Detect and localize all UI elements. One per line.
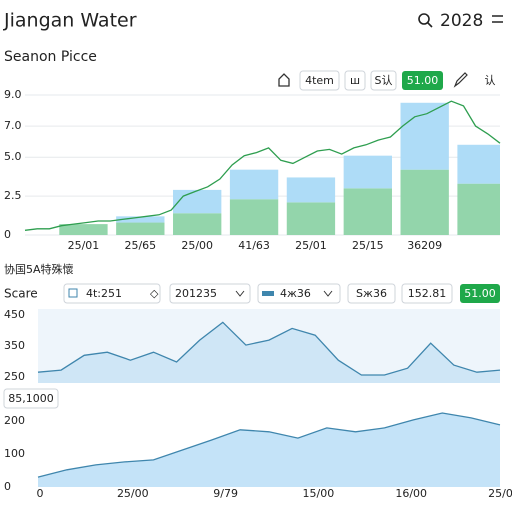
y-tick-label: 250 [4, 370, 25, 383]
toolbar-button[interactable] [402, 71, 443, 90]
bar-segment [229, 169, 279, 200]
y-tick-label: 2.5 [4, 189, 22, 202]
x-tick-label: 0 [37, 487, 44, 500]
filter-label: Scare [4, 287, 38, 301]
filter-input[interactable] [401, 283, 453, 304]
bar-segment [343, 155, 392, 189]
x-tick-label: 25/00 [181, 239, 213, 252]
app-title: Jiangan Water [3, 10, 137, 32]
toolbar-item[interactable]: ш [350, 74, 360, 87]
subtitle: Seanon Picce [4, 49, 97, 65]
x-tick-label: 16/00 [395, 487, 427, 500]
filter-value[interactable]: 201235 [175, 287, 217, 300]
dropdown-caret: ◇ [150, 287, 159, 300]
x-tick-label: 25/01 [68, 239, 100, 252]
bar-segment [457, 183, 500, 235]
filter-input[interactable] [347, 283, 396, 304]
toolbar-item[interactable]: 认 [485, 74, 496, 87]
dropdown-caret [323, 290, 333, 297]
filter-value[interactable]: 4t:251 [86, 287, 122, 300]
filter-input[interactable] [63, 283, 161, 304]
bar-segment [59, 224, 108, 235]
area-line [37, 321, 501, 376]
filter-button[interactable] [460, 284, 500, 303]
area-fill [38, 322, 500, 383]
filter-input[interactable] [169, 283, 251, 304]
x-tick-label: 25/15 [352, 239, 384, 252]
toolbar-button-label[interactable]: 51.00 [407, 74, 439, 87]
y-tick-label: 200 [4, 414, 25, 427]
y-tick-label: 7.0 [4, 119, 22, 132]
edit-icon[interactable] [453, 72, 468, 88]
bar-segment [400, 169, 449, 235]
filter-button-label[interactable]: 51.00 [464, 287, 496, 300]
bar-segment [229, 199, 279, 235]
x-tick-label: 9/79 [213, 487, 238, 500]
x-tick-label: 25/00 [488, 487, 512, 500]
x-tick-label: 41/63 [238, 239, 270, 252]
toolbar-item[interactable]: S认 [375, 74, 393, 87]
menu-icon[interactable] [492, 15, 503, 23]
y-tick-label: 450 [4, 308, 25, 321]
x-tick-label: 25/65 [124, 239, 156, 252]
y-tick-label: 9.0 [4, 88, 22, 101]
home-icon[interactable] [278, 73, 290, 87]
trend-line [24, 100, 501, 231]
annotation-box [3, 388, 59, 409]
y-tick-label: 0 [4, 480, 11, 493]
x-tick-label: 15/00 [303, 487, 335, 500]
bar-segment [400, 102, 449, 170]
bar-segment [116, 222, 165, 235]
year[interactable]: 2028 [440, 11, 483, 31]
x-tick-label: 36209 [407, 239, 442, 252]
bar-segment [343, 188, 392, 235]
annotation: 85,1000 [8, 392, 54, 405]
bar-segment [286, 177, 336, 203]
toolbar-item[interactable]: 4tem [305, 74, 334, 87]
bar-segment [173, 189, 222, 214]
toolbar-box[interactable] [370, 70, 397, 91]
y-tick-label: 5.0 [4, 150, 22, 163]
filter-value[interactable]: 4ж36 [280, 287, 311, 300]
area-line [37, 412, 501, 478]
toolbar-box[interactable] [344, 70, 366, 91]
area-fill [38, 413, 500, 487]
bar-segment [173, 213, 222, 235]
x-tick-label: 25/01 [295, 239, 327, 252]
search-icon[interactable] [418, 13, 433, 28]
filter-value[interactable]: 152.81 [408, 287, 447, 300]
filter-input[interactable] [257, 283, 341, 304]
toolbar-box[interactable] [299, 70, 340, 91]
bar-segment [116, 216, 165, 223]
y-tick-label: 350 [4, 339, 25, 352]
input-icon [262, 291, 274, 296]
x-tick-label: 25/00 [117, 487, 149, 500]
y-tick-label: 0 [4, 228, 11, 241]
dropdown-caret [235, 290, 245, 297]
bar-segment [457, 144, 500, 184]
section-title: 协国5A特殊懷 [4, 262, 74, 276]
input-icon [68, 288, 78, 298]
y-tick-label: 100 [4, 447, 25, 460]
filter-value[interactable]: Sж36 [356, 287, 387, 300]
bar-segment [286, 202, 336, 235]
